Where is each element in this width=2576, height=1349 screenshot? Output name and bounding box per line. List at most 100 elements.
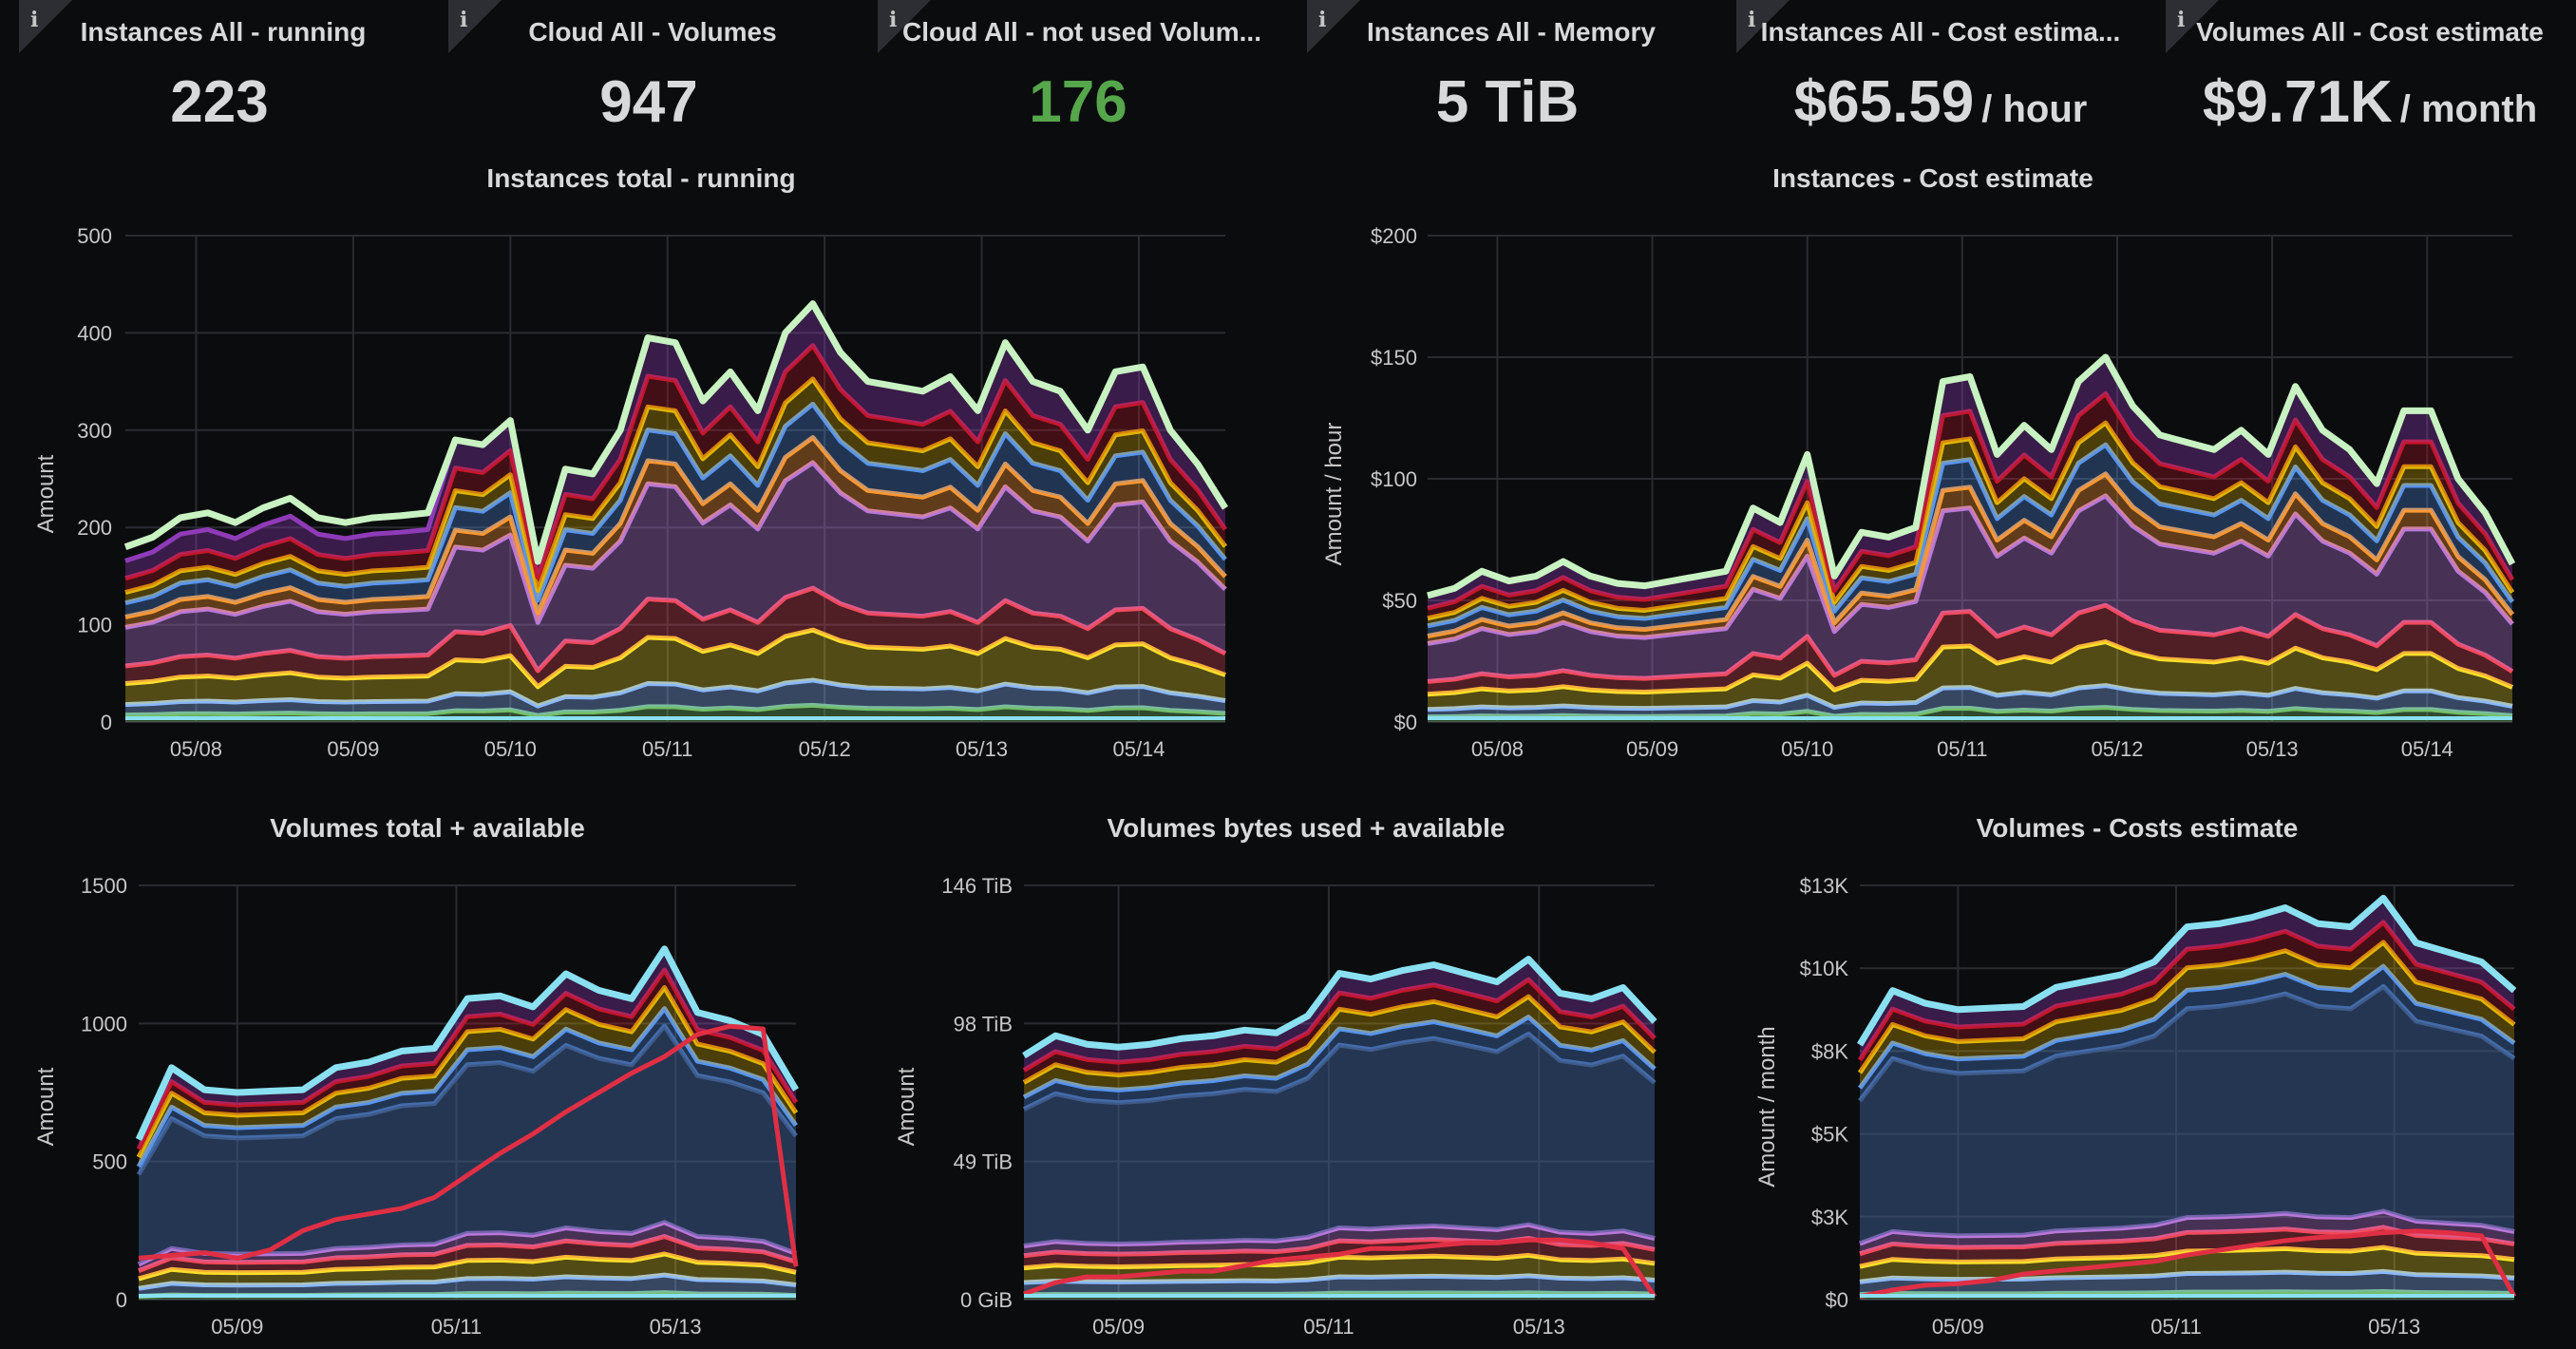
area-band: [1024, 1034, 1655, 1246]
series-line: [1022, 994, 1657, 1085]
x-tick-label: 05/11: [642, 737, 692, 761]
area-band: [125, 437, 1225, 628]
x-tick-label: 05/09: [211, 1315, 263, 1339]
info-icon[interactable]: [1307, 0, 1360, 53]
stat-panel: i Instances All - Cost estima... $65.59/ h…: [1736, 0, 2145, 171]
chart-0: 0 100 200 300 400 500 05/08 05/09 05/10 05/11 05/1…: [33, 224, 1228, 761]
stat-value: $65.59/ hour: [1736, 68, 2145, 136]
y-tick-label: 1000: [81, 1012, 127, 1036]
info-icon[interactable]: [2166, 0, 2219, 53]
series-line: [124, 627, 1226, 690]
series-line: [1023, 1273, 1656, 1285]
x-tick-label: 05/09: [1932, 1315, 1984, 1339]
panel-title-instances-running: Instances total - running: [486, 163, 796, 193]
series-line: [1023, 1236, 1656, 1259]
area-band: [1024, 1016, 1655, 1110]
series-line: [1427, 639, 2513, 697]
area-band: [139, 1026, 796, 1264]
series-line: [1427, 493, 2514, 646]
area-band: [1428, 423, 2512, 626]
area-band: [1024, 997, 1655, 1097]
info-icon[interactable]: i: [30, 8, 39, 32]
y-tick-label: $50: [1382, 589, 1417, 613]
info-icon[interactable]: i: [889, 8, 898, 32]
panel-title-volumes-cost: Volumes - Costs estimate: [1976, 813, 2299, 843]
info-icon[interactable]: i: [1318, 8, 1327, 32]
y-tick-label: 500: [77, 224, 112, 248]
series-line: [138, 1251, 797, 1282]
stat-number: 5 TiB: [1435, 69, 1580, 135]
series-line: [124, 376, 1227, 596]
stat-title: Cloud All - not used Volum...: [902, 17, 1261, 47]
y-tick-label: 300: [77, 419, 112, 443]
stat-number: $9.71K: [2202, 69, 2393, 135]
total-line: [1022, 956, 1657, 1059]
series-line: [1859, 1268, 2515, 1284]
x-tick-label: 05/11: [1303, 1315, 1354, 1339]
x-tick-label: 05/09: [1092, 1315, 1145, 1339]
panel-title-instances-cost: Instances - Cost estimate: [1772, 163, 2093, 193]
info-icon[interactable]: i: [460, 8, 468, 32]
series-line: [1427, 420, 2515, 621]
area-band: [1428, 393, 2512, 618]
y-tick-label: 400: [77, 321, 112, 345]
info-icon[interactable]: i: [1748, 8, 1756, 32]
chart-2: 0 500 1000 1500 05/09 05/11 05/13 Amount: [33, 874, 800, 1339]
info-icon[interactable]: i: [2177, 8, 2186, 32]
chart-1: $0 $50 $100 $150 $200 05/08 05/09 05/10 05/11 05/…: [1321, 224, 2516, 761]
area-band: [1428, 605, 2512, 694]
y-tick-label: $13K: [1800, 874, 1849, 898]
chart-4: $0 $3K $5K $8K $10K $13K 05/09 05/11 05/13 Amount…: [1754, 874, 2517, 1339]
area-band: [1024, 1225, 1655, 1256]
chart-3: 0 GiB 49 TiB 98 TiB 146 TiB 05/09 05/11 05/13 A…: [894, 874, 1657, 1339]
stat-panel: i Cloud All - Volumes 947: [448, 0, 857, 171]
y-tick-label: $8K: [1811, 1039, 1848, 1063]
total-line: [1857, 894, 2517, 1047]
area-band: [1860, 986, 2514, 1244]
info-icon[interactable]: [448, 0, 502, 53]
series-line: [124, 677, 1226, 709]
y-tick-label: 146 TiB: [941, 874, 1013, 898]
y-tick-label: $100: [1371, 467, 1417, 491]
y-tick-label: 0: [101, 711, 112, 734]
stat-title: Instances All - Cost estima...: [1760, 17, 2121, 47]
y-tick-label: $150: [1371, 346, 1417, 370]
series-line: [1427, 683, 2513, 712]
area-band: [1428, 445, 2512, 636]
x-tick-label: 05/13: [956, 737, 1008, 761]
y-tick-label: 200: [77, 516, 112, 540]
area-band: [125, 630, 1225, 707]
stat-value: 5 TiB: [1307, 68, 1715, 136]
series-line: [1427, 390, 2515, 611]
area-band: [1860, 898, 2514, 1060]
y-tick-label: $200: [1371, 224, 1417, 248]
series-line: [136, 967, 799, 1150]
x-tick-label: 05/12: [2091, 737, 2143, 761]
info-icon[interactable]: [1736, 0, 1790, 53]
x-tick-label: 05/12: [799, 737, 851, 761]
area-band: [1024, 1255, 1655, 1283]
y-tick-label: $0: [1826, 1288, 1848, 1312]
series-line: [1859, 1289, 2515, 1298]
area-band: [125, 463, 1225, 671]
x-tick-label: 05/11: [431, 1315, 482, 1339]
stat-title: Instances All - running: [80, 17, 367, 47]
y-tick-label: 49 TiB: [954, 1150, 1013, 1174]
area-band: [1024, 1275, 1655, 1295]
panel-title-volumes-bytes: Volumes bytes used + available: [1107, 813, 1506, 843]
area-band: [1024, 979, 1655, 1083]
y-tick-label: 100: [77, 614, 112, 637]
series-line: [1427, 471, 2514, 638]
series-line: [1427, 442, 2515, 629]
series-line: [1022, 977, 1657, 1073]
info-icon[interactable]: [19, 0, 72, 53]
highlight-series-line: [1023, 1237, 1657, 1299]
highlight-series-line: [138, 1023, 799, 1267]
x-tick-label: 05/10: [1781, 737, 1833, 761]
info-icon[interactable]: [878, 0, 931, 53]
y-tick-label: 0 GiB: [960, 1288, 1013, 1312]
x-tick-label: 05/09: [327, 737, 379, 761]
stat-number: $65.59: [1793, 69, 1975, 135]
x-tick-label: 05/13: [650, 1315, 702, 1339]
series-line: [124, 343, 1228, 581]
